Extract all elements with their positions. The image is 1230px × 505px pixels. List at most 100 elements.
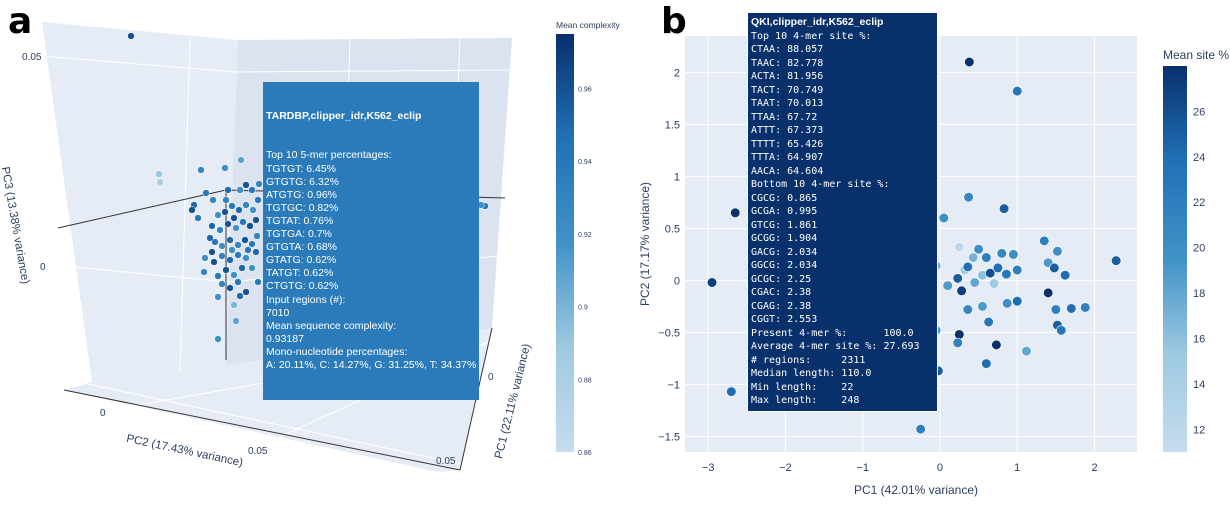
scatter-point-b-21[interactable] <box>996 248 1007 259</box>
scatter-point-b-40[interactable] <box>1039 235 1050 246</box>
scatter-point-b-34[interactable] <box>952 337 963 348</box>
scatter-point-a-42[interactable] <box>234 251 242 259</box>
scatter-point-a-16[interactable] <box>236 186 244 194</box>
scatter-point-a-35[interactable] <box>234 241 242 249</box>
scatter-point-b-9[interactable] <box>952 273 963 284</box>
scatter-point-a-27[interactable] <box>216 226 224 234</box>
scatter-point-a-13[interactable] <box>188 206 196 214</box>
scatter-point-a-59[interactable] <box>254 278 262 286</box>
scatter-point-b-8[interactable] <box>915 424 926 435</box>
scatter-point-b-17[interactable] <box>981 252 992 263</box>
scatter-point-b-32[interactable] <box>1012 296 1023 307</box>
scatter-point-a-23[interactable] <box>235 206 243 214</box>
scatter-point-a-61[interactable] <box>206 234 214 242</box>
scatter-point-a-19[interactable] <box>255 180 263 188</box>
scatter-point-a-66[interactable] <box>222 196 230 204</box>
scatter-point-b-5[interactable] <box>963 192 974 203</box>
scatter-point-a-0[interactable] <box>127 32 135 40</box>
scatter-point-a-20[interactable] <box>214 211 222 219</box>
scatter-point-b-45[interactable] <box>1043 287 1054 298</box>
scatter-point-a-46[interactable] <box>222 266 230 274</box>
scatter-point-b-50[interactable] <box>1080 302 1091 313</box>
scatter-point-b-51[interactable] <box>1111 255 1122 266</box>
scatter-point-b-37[interactable] <box>1021 346 1032 357</box>
scatter-point-a-37[interactable] <box>248 240 256 248</box>
scatter-point-b-24[interactable] <box>1012 264 1023 276</box>
scatter-point-b-18[interactable] <box>985 268 996 279</box>
scatter-point-a-62[interactable] <box>194 214 202 222</box>
scatter-point-a-10[interactable] <box>237 156 245 164</box>
scatter-point-a-9[interactable] <box>221 164 229 172</box>
scatter-point-a-21[interactable] <box>221 208 229 216</box>
scatter-point-a-67[interactable] <box>208 248 216 256</box>
scatter-point-a-24[interactable] <box>242 201 250 209</box>
scatter-point-b-6[interactable] <box>999 203 1010 214</box>
scatter-point-b-31[interactable] <box>1002 298 1013 309</box>
scatter-point-b-20[interactable] <box>992 262 1004 274</box>
scatter-point-a-32[interactable] <box>211 238 219 246</box>
scatter-point-a-34[interactable] <box>226 236 234 244</box>
scatter-point-b-0[interactable] <box>706 277 718 288</box>
scatter-point-a-38[interactable] <box>201 254 209 262</box>
scatter-point-b-36[interactable] <box>981 358 992 369</box>
scatter-point-b-23[interactable] <box>1008 249 1019 260</box>
scatter-point-a-51[interactable] <box>234 278 242 286</box>
scatter-point-a-58[interactable] <box>248 264 256 272</box>
scatter-point-b-3[interactable] <box>964 56 975 68</box>
scatter-point-b-1[interactable] <box>730 207 741 218</box>
scatter-point-a-11[interactable] <box>202 189 210 197</box>
scatter-point-a-14[interactable] <box>209 196 217 204</box>
scatter-point-a-36[interactable] <box>241 236 249 244</box>
scatter-point-a-41[interactable] <box>226 256 234 264</box>
scatter-point-a-60[interactable] <box>242 288 250 296</box>
scatter-point-a-17[interactable] <box>242 181 250 189</box>
scatter-point-b-42[interactable] <box>1049 262 1060 274</box>
scatter-point-a-48[interactable] <box>238 264 246 272</box>
scatter-point-b-14[interactable] <box>969 277 980 288</box>
scatter-point-a-3[interactable] <box>214 335 222 343</box>
scatter-point-a-39[interactable] <box>210 258 218 266</box>
scatter-point-a-29[interactable] <box>232 224 240 232</box>
scatter-point-a-8[interactable] <box>197 166 205 174</box>
scatter-point-a-45[interactable] <box>214 272 222 280</box>
scatter-point-b-43[interactable] <box>1052 246 1063 257</box>
scatter-point-a-15[interactable] <box>224 186 232 194</box>
scatter-point-a-18[interactable] <box>248 186 256 194</box>
scatter-point-b-12[interactable] <box>962 261 973 272</box>
scatter-point-a-56[interactable] <box>253 232 261 240</box>
scatter-point-b-30[interactable] <box>983 316 994 328</box>
scatter-point-a-47[interactable] <box>230 271 238 279</box>
scatter-point-b-19[interactable] <box>988 278 1000 289</box>
scatter-point-a-28[interactable] <box>224 220 232 228</box>
scatter-point-a-26[interactable] <box>208 222 216 230</box>
scatter-point-b-46[interactable] <box>1050 304 1061 315</box>
scatter-point-a-30[interactable] <box>239 218 247 226</box>
scatter-point-b-44[interactable] <box>1060 270 1071 281</box>
scatter-point-a-53[interactable] <box>236 292 244 300</box>
scatter-point-a-25[interactable] <box>249 206 257 214</box>
scatter-point-b-4[interactable] <box>1012 86 1023 97</box>
scatter-point-a-55[interactable] <box>252 216 260 224</box>
scatter-point-b-29[interactable] <box>977 301 988 312</box>
scatter-point-a-5[interactable] <box>232 317 240 325</box>
scatter-point-b-22[interactable] <box>1001 269 1012 280</box>
scatter-point-a-1[interactable] <box>155 170 163 178</box>
scatter-point-a-31[interactable] <box>246 222 254 230</box>
scatter-point-b-27[interactable] <box>956 285 967 296</box>
scatter-point-a-52[interactable] <box>214 293 222 301</box>
scatter-point-a-2[interactable] <box>156 178 164 186</box>
scatter-point-a-43[interactable] <box>242 254 250 262</box>
scatter-point-a-40[interactable] <box>218 252 226 260</box>
scatter-point-a-22[interactable] <box>228 202 236 210</box>
scatter-point-a-44[interactable] <box>200 268 208 276</box>
scatter-point-a-63[interactable] <box>230 214 238 222</box>
scatter-point-b-25[interactable] <box>942 280 953 291</box>
scatter-point-a-4[interactable] <box>230 301 238 309</box>
scatter-point-b-13[interactable] <box>968 252 979 263</box>
scatter-point-b-33[interactable] <box>954 329 965 340</box>
scatter-point-a-64[interactable] <box>244 246 252 254</box>
scatter-point-b-47[interactable] <box>1066 303 1077 314</box>
scatter-point-a-57[interactable] <box>252 248 260 256</box>
scatter-point-b-10[interactable] <box>954 242 965 253</box>
scatter-point-b-28[interactable] <box>962 304 973 315</box>
